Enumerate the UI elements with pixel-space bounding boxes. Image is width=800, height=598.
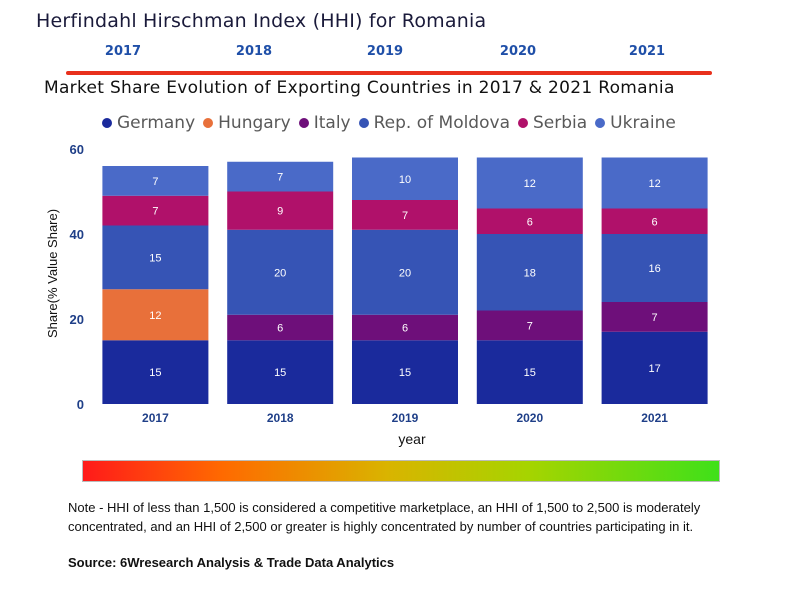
- data-label-italy-2021: 7: [652, 312, 658, 324]
- year-2020[interactable]: 2020: [499, 44, 537, 59]
- bar-segment-serbia-2020: [476, 208, 583, 234]
- bar-segment-rep-of-moldova-2021: [601, 234, 708, 302]
- bar-segment-ukraine-2017: [102, 166, 209, 196]
- data-label-germany-2021: 17: [648, 363, 660, 375]
- bar-segment-ukraine-2019: [352, 157, 458, 200]
- legend-marker-germany: [102, 118, 112, 128]
- legend-label-moldova: Rep. of Moldova: [373, 113, 510, 133]
- year-2021[interactable]: 2021: [628, 44, 666, 59]
- data-label-italy-2019: 6: [402, 323, 408, 335]
- data-label-ukraine-2020: 12: [524, 178, 536, 190]
- hhi-color-scale: [82, 460, 720, 482]
- bar-segment-serbia-2018: [227, 191, 334, 230]
- year-2019[interactable]: 2019: [366, 44, 404, 59]
- bar-segment-italy-2018: [227, 314, 334, 341]
- chart-title: Market Share Evolution of Exporting Coun…: [44, 78, 675, 98]
- x-tick-label-2017: 2017: [142, 411, 169, 425]
- legend-marker-italy: [298, 118, 309, 128]
- y-axis-label: Share(% Value Share): [45, 209, 60, 338]
- legend-item-hungary: Hungary: [203, 113, 291, 133]
- bar-segment-italy-2021: [601, 302, 708, 332]
- bar-segment-germany-2020: [476, 340, 583, 404]
- bar-segment-italy-2019: [352, 314, 458, 341]
- year-2018[interactable]: 2018: [235, 44, 273, 59]
- bar-segment-rep-of-moldova-2020: [476, 234, 583, 311]
- data-label-rep-of-moldova-2019: 20: [399, 267, 411, 279]
- data-label-germany-2020: 15: [524, 367, 536, 379]
- year-timeline-line: [66, 71, 712, 75]
- legend-item-italy: Italy: [298, 113, 351, 133]
- year-selector: 2017 2018 2019 2020 2021: [0, 44, 800, 62]
- data-label-rep-of-moldova-2020: 18: [524, 267, 536, 279]
- data-label-ukraine-2021: 12: [648, 178, 660, 190]
- bar-segment-germany-2018: [227, 340, 334, 404]
- chart-legend: Germany Hungary Italy Rep. of Moldova Se…: [102, 112, 676, 134]
- legend-label-ukraine: Ukraine: [610, 113, 676, 133]
- bar-segment-serbia-2017: [102, 195, 209, 226]
- bar-segment-germany-2017: [102, 340, 209, 404]
- bar-segment-ukraine-2021: [601, 157, 708, 209]
- data-label-italy-2018: 6: [277, 323, 283, 335]
- data-label-ukraine-2019: 10: [399, 174, 411, 186]
- y-tick-label-20: 20: [70, 312, 84, 327]
- year-2017[interactable]: 2017: [104, 44, 142, 59]
- page-title: Herfindahl Hirschman Index (HHI) for Rom…: [36, 10, 487, 32]
- legend-marker-moldova: [358, 118, 369, 128]
- x-tick-label-2019: 2019: [392, 411, 419, 425]
- bar-segment-italy-2020: [476, 310, 583, 341]
- legend-item-serbia: Serbia: [517, 113, 588, 133]
- data-label-rep-of-moldova-2017: 15: [149, 252, 161, 264]
- legend-label-hungary: Hungary: [218, 113, 291, 133]
- y-tick-label-40: 40: [70, 227, 84, 242]
- data-label-germany-2017: 15: [149, 367, 161, 379]
- y-tick-label-0: 0: [77, 397, 84, 412]
- legend-item-ukraine: Ukraine: [595, 113, 676, 133]
- bar-segment-hungary-2017: [102, 289, 209, 341]
- legend-marker-ukraine: [595, 118, 606, 128]
- legend-label-serbia: Serbia: [532, 113, 588, 133]
- legend-marker-serbia: [517, 118, 528, 128]
- data-label-serbia-2021: 6: [652, 216, 658, 228]
- hhi-note: Note - HHI of less than 1,500 is conside…: [68, 500, 701, 534]
- data-label-germany-2018: 15: [274, 367, 286, 379]
- data-label-serbia-2018: 9: [277, 206, 283, 218]
- bar-segment-ukraine-2020: [476, 157, 583, 209]
- bar-segment-germany-2019: [352, 340, 458, 404]
- data-label-hungary-2017: 12: [149, 310, 161, 322]
- legend-label-germany: Germany: [117, 113, 196, 133]
- legend-item-germany: Germany: [102, 113, 195, 133]
- bar-segment-serbia-2021: [601, 208, 708, 234]
- legend-label-italy: Italy: [313, 113, 351, 133]
- bar-segment-ukraine-2018: [227, 161, 334, 192]
- bar-segment-germany-2021: [601, 331, 708, 404]
- bar-segment-rep-of-moldova-2019: [352, 229, 458, 315]
- data-label-serbia-2019: 7: [402, 210, 408, 222]
- y-tick-label-60: 60: [70, 142, 84, 157]
- data-label-ukraine-2018: 7: [277, 172, 283, 184]
- legend-item-moldova: Rep. of Moldova: [358, 113, 510, 133]
- bar-segment-rep-of-moldova-2018: [227, 229, 334, 315]
- bar-segment-serbia-2019: [352, 200, 458, 230]
- data-label-rep-of-moldova-2018: 20: [274, 267, 286, 279]
- data-label-serbia-2017: 7: [152, 206, 158, 218]
- x-tick-label-2020: 2020: [516, 411, 543, 425]
- source-text: Source: 6Wresearch Analysis & Trade Data…: [68, 555, 395, 570]
- x-axis-label: year: [398, 431, 426, 447]
- data-label-rep-of-moldova-2021: 16: [648, 263, 660, 275]
- data-label-italy-2020: 7: [527, 320, 533, 332]
- legend-marker-hungary: [203, 118, 214, 128]
- data-label-ukraine-2017: 7: [152, 176, 158, 188]
- x-tick-label-2021: 2021: [641, 411, 668, 425]
- data-label-germany-2019: 15: [399, 367, 411, 379]
- data-label-serbia-2020: 6: [527, 216, 533, 228]
- x-tick-label-2018: 2018: [267, 411, 294, 425]
- bar-segment-rep-of-moldova-2017: [102, 225, 209, 290]
